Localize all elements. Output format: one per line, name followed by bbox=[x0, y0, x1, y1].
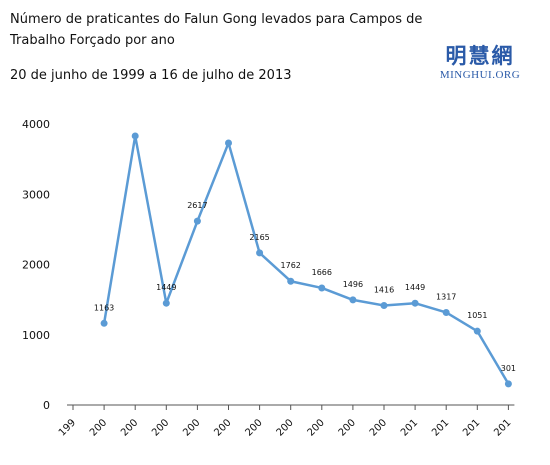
data-point bbox=[504, 380, 512, 388]
x-tick-label: 200 bbox=[275, 417, 296, 438]
data-label: 1449 bbox=[156, 283, 176, 292]
y-tick-label: 1000 bbox=[22, 329, 50, 342]
x-tick-label: 200 bbox=[119, 417, 140, 438]
x-tick-label: 201 bbox=[492, 417, 513, 438]
y-tick-label: 2000 bbox=[22, 259, 50, 272]
x-tick-label: 200 bbox=[212, 417, 233, 438]
data-point bbox=[256, 249, 264, 257]
x-tick-label: 200 bbox=[88, 417, 109, 438]
data-label: 1163 bbox=[94, 303, 114, 312]
data-label: 1666 bbox=[312, 268, 332, 277]
x-tick-label: 200 bbox=[306, 417, 327, 438]
data-label: 1449 bbox=[405, 283, 425, 292]
data-point bbox=[318, 284, 326, 292]
logo-cjk-text: 明慧網 bbox=[445, 43, 515, 68]
data-point bbox=[411, 299, 419, 307]
chart-title: Número de praticantes do Falun Gong leva… bbox=[10, 12, 423, 48]
y-tick-label: 0 bbox=[43, 399, 50, 412]
x-tick-label: 201 bbox=[461, 417, 482, 438]
data-label: 1317 bbox=[436, 292, 456, 301]
data-label: 1762 bbox=[281, 261, 301, 270]
x-tick-label: 200 bbox=[368, 417, 389, 438]
data-point bbox=[442, 308, 450, 316]
x-tick-label: 200 bbox=[243, 417, 264, 438]
data-point bbox=[380, 302, 388, 310]
data-label: 1051 bbox=[467, 311, 487, 320]
data-point bbox=[473, 327, 481, 335]
y-tick-label: 4000 bbox=[22, 118, 50, 131]
x-tick-label: 200 bbox=[181, 417, 202, 438]
series-line bbox=[102, 134, 510, 385]
data-point bbox=[225, 139, 232, 147]
data-label: 1496 bbox=[343, 280, 363, 289]
x-tick-label: 200 bbox=[337, 417, 358, 438]
data-point bbox=[349, 296, 357, 304]
data-point bbox=[193, 217, 201, 225]
x-tick-label: 200 bbox=[150, 417, 171, 438]
data-label: 2617 bbox=[187, 201, 207, 210]
data-point bbox=[162, 299, 170, 307]
minghui-logo: 明慧網 MINGHUI.ORG bbox=[430, 44, 530, 82]
y-tick-label: 3000 bbox=[22, 188, 50, 201]
chart-subtitle: 20 de junho de 1999 a 16 de julho de 201… bbox=[10, 68, 292, 83]
data-label: 301 bbox=[501, 364, 516, 373]
data-label: 2165 bbox=[249, 233, 269, 242]
x-tick-label: 201 bbox=[399, 417, 420, 438]
data-point bbox=[287, 277, 295, 285]
x-tick-label: 201 bbox=[430, 417, 451, 438]
data-point bbox=[100, 319, 108, 327]
data-point bbox=[131, 132, 139, 140]
logo-site-text: MINGHUI.ORG bbox=[439, 69, 521, 81]
x-tick-label: 199 bbox=[57, 417, 78, 438]
data-label: 1416 bbox=[374, 286, 394, 295]
